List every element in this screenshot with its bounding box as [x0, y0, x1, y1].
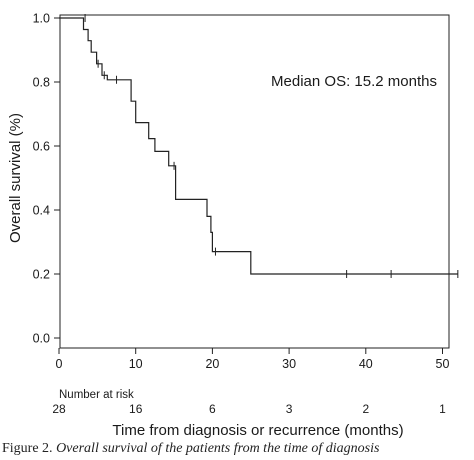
risk-table-label: Number at risk — [59, 389, 134, 401]
x-tick-label: 20 — [205, 357, 219, 371]
x-tick-label: 0 — [56, 357, 63, 371]
censor-marks — [84, 14, 459, 278]
median-os-annotation: Median OS: 15.2 months — [271, 73, 437, 90]
risk-count: 2 — [362, 402, 369, 416]
caption-figure-label: Figure 2. — [2, 441, 53, 456]
y-tick-label: 1.0 — [33, 12, 50, 26]
plot-frame — [59, 14, 450, 349]
risk-count: 6 — [209, 402, 216, 416]
x-tick-label: 40 — [359, 357, 373, 371]
risk-count: 28 — [52, 402, 66, 416]
risk-count: 3 — [286, 402, 293, 416]
figure-caption: Figure 2. Overall survival of the patien… — [0, 438, 474, 460]
y-axis-label: Overall survival (%) — [7, 113, 24, 243]
y-tick-label: 0.0 — [33, 332, 50, 346]
y-tick-label: 0.6 — [33, 140, 50, 154]
y-tick-label: 0.2 — [33, 268, 50, 282]
x-tick-label: 30 — [282, 357, 296, 371]
y-tick-label: 0.8 — [33, 76, 50, 90]
x-tick-label: 50 — [436, 357, 450, 371]
survival-curve — [59, 17, 458, 275]
x-axis-label: Time from diagnosis or recurrence (month… — [112, 422, 403, 439]
risk-table-counts: 28 16 6 3 2 1 — [52, 402, 446, 416]
risk-count: 1 — [439, 402, 446, 416]
axes: 0.0 0.2 0.4 0.6 0.8 1.0 0 10 20 30 40 50 — [33, 12, 450, 371]
risk-count: 16 — [129, 402, 143, 416]
x-tick-label: 10 — [129, 357, 143, 371]
survival-step-line — [59, 17, 458, 275]
y-tick-label: 0.4 — [33, 204, 50, 218]
caption-text: Overall survival of the patients from th… — [52, 441, 380, 456]
